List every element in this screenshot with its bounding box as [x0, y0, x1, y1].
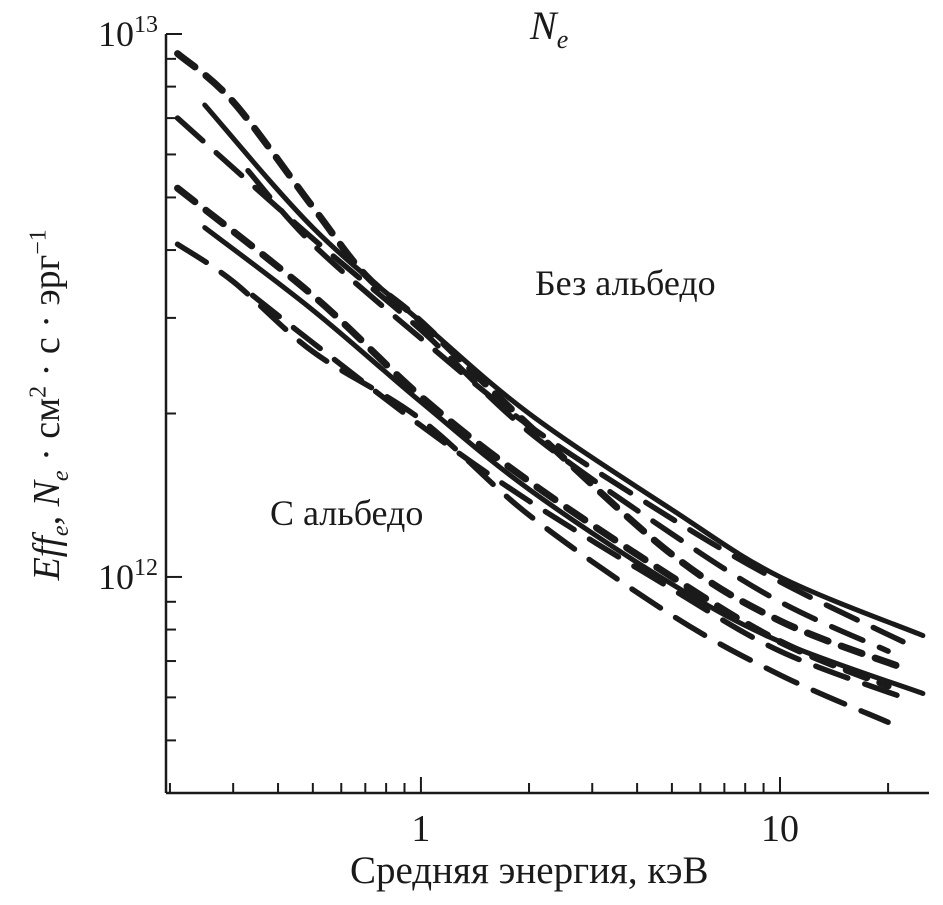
x-axis-label: Средняя энергия, кэВ — [350, 849, 709, 892]
series-line-7 — [174, 241, 891, 725]
y-axis-label: Effe, Ne · см2 · с · эрг−1 — [25, 229, 74, 581]
series-line-3 — [174, 115, 891, 654]
annotation-albedo: С альбедо — [270, 493, 424, 533]
chart-title: Ne — [530, 3, 569, 54]
series-line-8 — [249, 292, 906, 701]
annotation-no-albedo: Без альбедо — [535, 263, 716, 303]
y-tick-label: 1012 — [98, 555, 158, 597]
series-line-6 — [202, 225, 926, 696]
x-tick-label: 10 — [761, 808, 799, 850]
series-line-1 — [174, 50, 907, 672]
series-line-2 — [202, 102, 926, 639]
x-tick-label: 1 — [411, 808, 430, 850]
series-line-4 — [245, 167, 906, 645]
series-line-5 — [174, 184, 892, 690]
y-tick-label: 1013 — [98, 12, 158, 54]
